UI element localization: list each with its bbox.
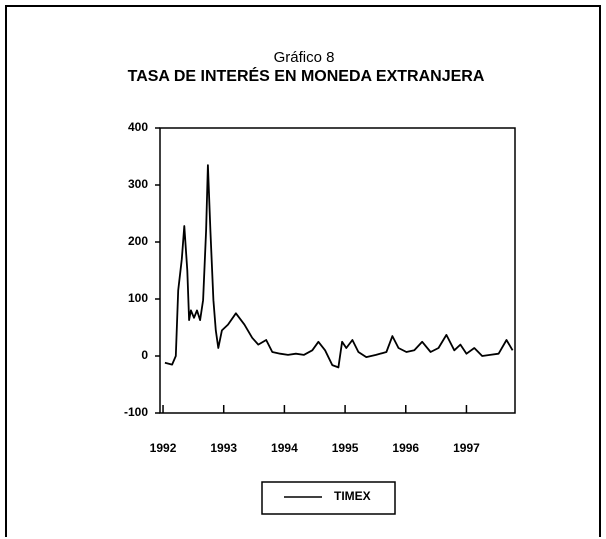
frame [5,5,601,537]
x-tick-label: 1996 [392,441,419,455]
chart-title: TASA DE INTERÉS EN MONEDA EXTRANJERA [128,66,485,85]
y-tick-label: 100 [128,291,148,305]
y-tick-label: 0 [141,348,148,362]
chart-subtitle: Gráfico 8 [274,49,335,66]
x-tick-label: 1994 [271,441,298,455]
legend-box [261,481,396,515]
y-tick-label: -100 [124,405,148,419]
y-tick-label: 300 [128,177,148,191]
y-tick-label: 200 [128,234,148,248]
plot-frame [159,127,516,414]
series-line [164,164,514,369]
x-tick-label: 1997 [453,441,480,455]
x-tick-label: 1993 [210,441,237,455]
y-tick-label: 400 [128,120,148,134]
x-tick-label: 1992 [150,441,177,455]
x-tick-label: 1995 [332,441,359,455]
legend-label: TIMEX [334,489,371,503]
